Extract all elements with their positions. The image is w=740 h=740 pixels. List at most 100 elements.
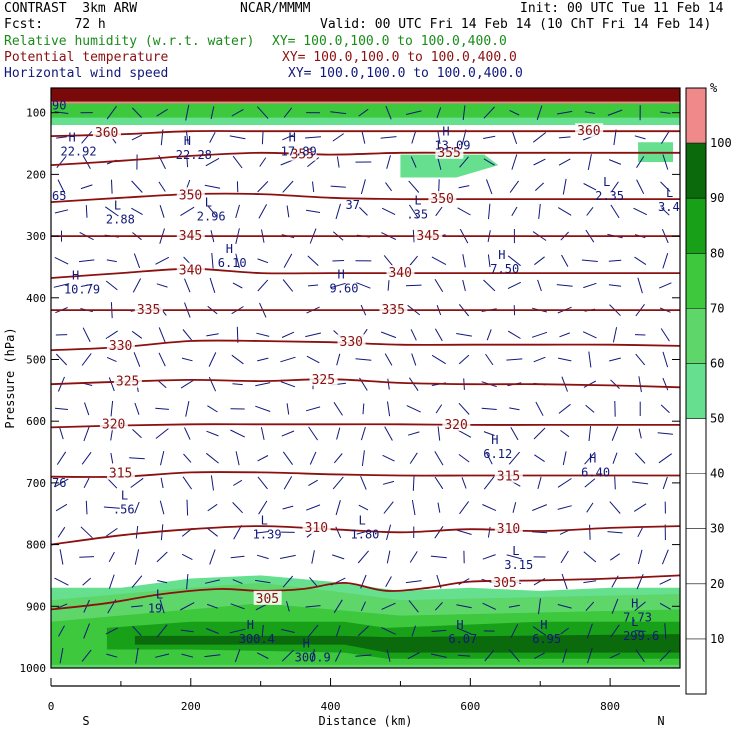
wind-vector-433 xyxy=(256,531,270,534)
wind-vector-428 xyxy=(135,525,139,539)
colorbar-unit: % xyxy=(710,81,718,95)
wind-vector-463 xyxy=(386,550,391,564)
wind-vector-60 xyxy=(307,157,320,167)
wind-vector-21 xyxy=(584,111,595,114)
isentrope-label-355-1: 355 xyxy=(437,146,460,161)
wind-vector-536 xyxy=(335,625,341,637)
wind-vector-392 xyxy=(483,476,495,490)
wind-vector-339 xyxy=(407,431,420,436)
wind-vector-39 xyxy=(411,131,417,144)
wind-vector-356 xyxy=(205,452,219,464)
x-end-label-north: N xyxy=(657,714,664,728)
wind-vector-390 xyxy=(434,476,444,490)
wind-vector-164 xyxy=(409,255,418,266)
wind-vector-109 xyxy=(286,205,290,218)
wind-vector-373 xyxy=(634,452,646,464)
wind-vector-25 xyxy=(56,136,67,139)
init-time: Init: 00 UTC Tue 11 Feb 14 xyxy=(520,1,724,16)
wind-vector-108 xyxy=(258,204,268,219)
y-axis-title: Pressure (hPa) xyxy=(3,327,17,428)
wind-vector-297 xyxy=(610,379,620,389)
wind-vector-121 xyxy=(586,206,594,216)
wind-vector-298 xyxy=(638,376,642,393)
isentrope-315 xyxy=(51,471,680,478)
valid-time: Valid: 00 UTC Fri 14 Feb 14 (10 ChT Fri … xyxy=(320,17,712,32)
wind-vector-521 xyxy=(585,601,595,612)
wind-extremum-marker-16: L xyxy=(261,513,268,527)
isentrope-label-315-0: 315 xyxy=(109,467,132,482)
wind-vector-2 xyxy=(106,105,117,120)
wind-vector-274 xyxy=(662,351,669,368)
x-tick-label-800: 800 xyxy=(600,700,620,713)
colorbar-band-70 xyxy=(686,253,706,309)
wind-vector-19 xyxy=(536,105,543,120)
wind-vector-76 xyxy=(80,184,93,190)
wind-vector-100 xyxy=(54,209,69,214)
wind-vector-432 xyxy=(233,525,242,540)
wind-extremum-value-8: 3.49 xyxy=(658,200,687,214)
wind-vector-115 xyxy=(435,206,443,217)
wind-vector-4 xyxy=(156,108,168,117)
wind-vector-226 xyxy=(82,327,91,343)
wind-vector-153 xyxy=(133,253,141,269)
wind-vector-440 xyxy=(434,526,444,539)
rh-region-4 xyxy=(134,634,680,653)
isentrope-label-345-1: 345 xyxy=(416,229,439,244)
colorbar: 10 20 30 40 50 60 70 80 90 100% xyxy=(685,81,732,695)
wind-vector-259 xyxy=(280,356,296,363)
wind-vector-540 xyxy=(431,629,447,632)
isentrope-label-340-1: 340 xyxy=(388,266,411,281)
wind-vector-304 xyxy=(155,407,169,410)
y-tick-label-1000: 1000 xyxy=(20,662,47,675)
wind-vector-552 xyxy=(106,653,118,658)
wind-vector-456 xyxy=(209,549,216,565)
wind-extremum-marker-9: H xyxy=(72,268,79,282)
isentrope-label-340-0: 340 xyxy=(179,264,202,279)
wind-vector-533 xyxy=(261,624,264,638)
wind-vector-568 xyxy=(508,649,520,663)
wind-vector-409 xyxy=(282,505,294,510)
axes: 100 200 300 400 500 600 700 800 900 1000 0 200 400 60… xyxy=(3,87,681,728)
wind-vector-379 xyxy=(160,477,164,489)
wind-vector-512 xyxy=(360,601,366,612)
y-tick-label-800: 800 xyxy=(26,539,46,552)
wind-vector-547 xyxy=(610,624,620,638)
colorbar-tick-label-100: 100 xyxy=(710,136,732,150)
wind-vector-243 xyxy=(507,330,521,339)
wind-vector-391 xyxy=(461,477,467,489)
isentrope-label-310-1: 310 xyxy=(497,522,520,537)
wind-extremum-value-6: .35 xyxy=(406,208,428,222)
wind-vector-255 xyxy=(181,357,193,362)
wind-vector-282 xyxy=(232,383,243,386)
wind-vector-47 xyxy=(613,129,617,146)
isentrope-label-bg-355-1 xyxy=(435,144,464,159)
wind-extremum-marker-25: H xyxy=(631,597,638,611)
colorbar-tick-label-30: 30 xyxy=(710,522,724,536)
isentrope-label-320-1: 320 xyxy=(444,418,467,433)
wind-vector-473 xyxy=(637,549,643,565)
wind-extremum-marker-10: H xyxy=(226,242,233,256)
wind-vector-556 xyxy=(204,654,221,658)
wind-vector-106 xyxy=(208,206,217,217)
wind-vector-169 xyxy=(534,256,545,266)
wind-vector-348 xyxy=(638,428,642,439)
wind-vector-303 xyxy=(134,402,140,415)
wind-vector-240 xyxy=(434,328,443,342)
wind-vector-481 xyxy=(204,579,220,584)
isentrope-label-345-0: 345 xyxy=(179,229,202,244)
wind-vector-170 xyxy=(561,254,569,267)
colorbar-tick-label-20: 20 xyxy=(710,577,724,591)
wind-vector-523 xyxy=(634,601,646,612)
wind-extremum-value-16: 1.39 xyxy=(253,527,282,541)
wind-vector-476 xyxy=(82,577,92,586)
wind-vector-17 xyxy=(483,106,495,119)
wind-vector-124 xyxy=(661,207,670,216)
wind-vector-268 xyxy=(506,358,523,361)
wind-vector-566 xyxy=(457,654,471,657)
isentrope-label-bg-340-1 xyxy=(386,265,415,280)
wind-extremum-marker-0: H xyxy=(68,131,75,145)
wind-vector-272 xyxy=(609,357,621,362)
wind-vector-283 xyxy=(255,382,271,387)
wind-vector-457 xyxy=(230,555,245,559)
wind-extremum-marker-4: L xyxy=(114,199,121,213)
